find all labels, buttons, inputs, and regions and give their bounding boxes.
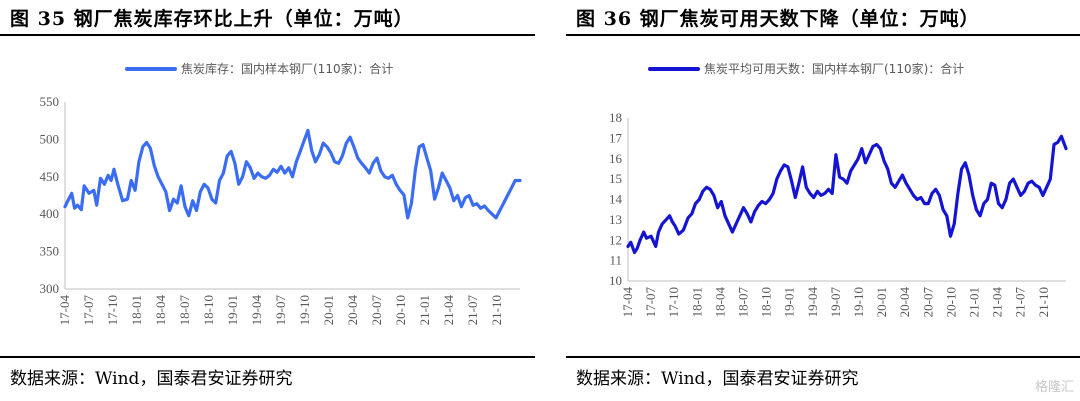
x-tick-label: 18-04	[712, 287, 727, 318]
x-tick-label: 18-07	[736, 287, 751, 318]
x-tick-label: 18-10	[759, 287, 774, 317]
title-rule	[0, 34, 535, 36]
x-tick-label: 17-04	[57, 295, 72, 326]
x-tick-label: 19-01	[225, 295, 240, 325]
x-tick-label: 20-10	[393, 295, 408, 325]
x-tick-label: 19-01	[782, 287, 797, 317]
y-tick-label: 10	[609, 273, 622, 288]
x-tick-label: 20-04	[897, 287, 912, 318]
y-tick-label: 550	[40, 94, 60, 109]
x-tick-label: 18-07	[177, 295, 192, 326]
y-tick-label: 500	[40, 131, 60, 146]
x-tick-label: 21-07	[1013, 287, 1028, 318]
x-tick-label: 18-10	[201, 295, 216, 325]
y-tick-label: 14	[609, 192, 623, 207]
chart-panel-left: 图 35 钢厂焦炭库存环比上升（单位：万吨） 焦炭库存：国内样本钢厂(110家)…	[0, 0, 535, 401]
x-tick-label: 21-07	[465, 295, 480, 326]
x-tick-label: 20-07	[920, 287, 935, 318]
source-note: 数据来源：Wind，国泰君安证券研究	[10, 369, 293, 389]
x-tick-label: 19-07	[828, 287, 843, 318]
series-line	[626, 134, 1068, 255]
source-rule	[0, 356, 535, 358]
y-tick-label: 300	[40, 281, 60, 296]
x-tick-label: 17-07	[81, 295, 96, 326]
x-tick-label: 20-07	[369, 295, 384, 326]
y-tick-label: 17	[609, 130, 623, 145]
x-tick-label: 19-10	[297, 295, 312, 325]
y-tick-label: 18	[609, 110, 622, 125]
x-tick-label: 17-10	[105, 295, 120, 325]
x-tick-label: 19-04	[805, 287, 820, 318]
y-tick-label: 13	[609, 212, 622, 227]
legend: 焦炭库存：国内样本钢厂(110家)：合计	[125, 61, 393, 76]
y-tick-label: 450	[40, 169, 60, 184]
title-rule	[566, 34, 1080, 36]
x-tick-label: 21-01	[417, 295, 432, 325]
source-note: 数据来源：Wind，国泰君安证券研究	[576, 369, 859, 389]
line-chart-coke-days: 焦炭平均可用天数：国内样本钢厂(110家)：合计 10 11 12 13 14 15 16 17…	[609, 61, 1068, 318]
y-tick-label: 12	[609, 232, 622, 247]
x-tick-label: 18-04	[153, 295, 168, 326]
x-tick-label: 20-10	[943, 287, 958, 317]
legend-label: 焦炭库存：国内样本钢厂(110家)：合计	[181, 61, 393, 76]
x-tick-label: 21-04	[441, 295, 456, 326]
x-tick-label: 19-07	[273, 295, 288, 326]
x-tick-label: 21-04	[990, 287, 1005, 318]
line-chart-coke-inventory: 焦炭库存：国内样本钢厂(110家)：合计 300 350 400 450 500 550 17…	[40, 61, 522, 326]
y-tick-label: 11	[609, 253, 622, 268]
x-tick-label: 21-10	[1036, 287, 1051, 317]
y-tick-label: 15	[609, 171, 622, 186]
chart-title: 图 36 钢厂焦炭可用天数下降（单位：万吨）	[576, 8, 980, 30]
x-tick-label: 18-01	[689, 287, 704, 317]
legend: 焦炭平均可用天数：国内样本钢厂(110家)：合计	[648, 61, 964, 76]
x-tick-label: 17-07	[643, 287, 658, 318]
legend-label: 焦炭平均可用天数：国内样本钢厂(110家)：合计	[704, 61, 964, 76]
y-tick-label: 16	[609, 151, 623, 166]
x-tick-label: 17-10	[666, 287, 681, 317]
x-tick-label: 20-01	[874, 287, 889, 317]
x-tick-label: 19-10	[851, 287, 866, 317]
watermark-logo: 格隆汇	[1034, 380, 1074, 395]
chart-title: 图 35 钢厂焦炭库存环比上升（单位：万吨）	[10, 8, 414, 30]
x-tick-label: 17-04	[620, 287, 635, 318]
x-tick-label: 18-01	[129, 295, 144, 325]
chart-panel-right: 图 36 钢厂焦炭可用天数下降（单位：万吨） 焦炭平均可用天数：国内样本钢厂(1…	[566, 0, 1080, 401]
x-tick-label: 19-04	[249, 295, 264, 326]
series-line	[63, 128, 522, 220]
source-rule	[566, 356, 1080, 358]
y-tick-label: 400	[40, 206, 60, 221]
x-tick-label: 20-04	[345, 295, 360, 326]
x-tick-label: 20-01	[321, 295, 336, 325]
y-tick-label: 350	[40, 244, 60, 259]
x-tick-label: 21-01	[967, 287, 982, 317]
x-tick-label: 21-10	[489, 295, 504, 325]
